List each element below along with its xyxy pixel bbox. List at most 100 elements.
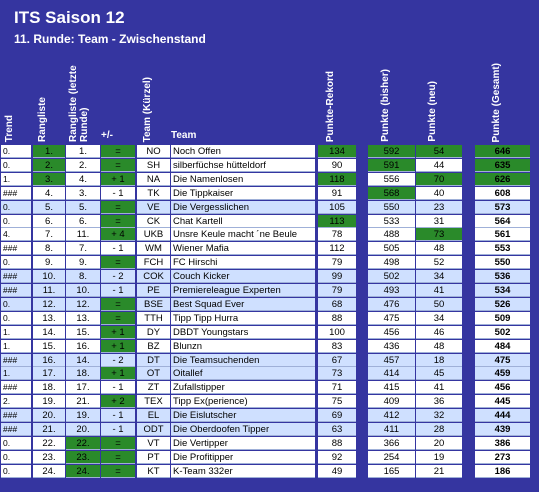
cell: 16. <box>33 353 65 367</box>
cell: 36 <box>416 395 462 409</box>
cell: 2. <box>66 158 100 172</box>
cell: TTH <box>137 311 170 325</box>
cell: 22. <box>33 436 65 450</box>
cell: = <box>101 450 135 464</box>
cell: 0. <box>1 464 31 478</box>
cell: 411 <box>368 423 415 436</box>
cell: ### <box>1 423 31 436</box>
cell: 88 <box>318 436 356 450</box>
cell: BSE <box>137 297 170 311</box>
cell: 83 <box>318 339 356 353</box>
cell: = <box>101 214 135 228</box>
cell: - 2 <box>101 353 135 367</box>
cell: - 1 <box>101 242 135 256</box>
cell: 100 <box>318 325 356 339</box>
cell: = <box>101 297 135 311</box>
cell: 13. <box>66 311 100 325</box>
cell: 646 <box>475 145 530 158</box>
cell: 592 <box>368 145 415 158</box>
cell: ODT <box>137 423 170 436</box>
cell: 28 <box>416 423 462 436</box>
cell: 34 <box>416 270 462 284</box>
cell: 14. <box>66 353 100 367</box>
cell: 21. <box>33 423 65 436</box>
column-header: +/- <box>101 130 113 141</box>
cell: 536 <box>475 270 530 284</box>
cell: 4. <box>1 228 31 242</box>
cell: 105 <box>318 200 356 214</box>
cell: 635 <box>475 158 530 172</box>
cell: 20. <box>66 423 100 436</box>
cell: Best Squad Ever <box>171 297 315 311</box>
cell: 564 <box>475 214 530 228</box>
cell: 15. <box>33 339 65 353</box>
cell: 444 <box>475 409 530 423</box>
cell: Tipp Tipp Hurra <box>171 311 315 325</box>
cell: PT <box>137 450 170 464</box>
cell: PE <box>137 284 170 297</box>
cell: - 1 <box>101 381 135 395</box>
cell: 439 <box>475 423 530 436</box>
cell: 69 <box>318 409 356 423</box>
cell: 52 <box>416 256 462 270</box>
cell: 414 <box>368 367 415 381</box>
cell: EL <box>137 409 170 423</box>
cell: Die Teamsuchenden <box>171 353 315 367</box>
cell: 456 <box>475 381 530 395</box>
cell: 78 <box>318 228 356 242</box>
cell: 0. <box>1 214 31 228</box>
cell: 1. <box>33 145 65 158</box>
cell: 41 <box>416 284 462 297</box>
cell: 0. <box>1 297 31 311</box>
cell: 502 <box>475 325 530 339</box>
cell: Noch Offen <box>171 145 315 158</box>
cell: NA <box>137 172 170 186</box>
cell: 8. <box>33 242 65 256</box>
cell: 475 <box>368 311 415 325</box>
cell: 505 <box>368 242 415 256</box>
cell: 3. <box>66 186 100 200</box>
cell: OT <box>137 367 170 381</box>
cell: 526 <box>475 297 530 311</box>
cell: 16. <box>66 339 100 353</box>
cell: Premiereleague Experten <box>171 284 315 297</box>
cell: 13. <box>33 311 65 325</box>
cell: BZ <box>137 339 170 353</box>
cell: 5. <box>66 200 100 214</box>
cell: 48 <box>416 242 462 256</box>
cell: 73 <box>416 228 462 242</box>
cell: 92 <box>318 450 356 464</box>
column-header: Punkte (neu) <box>427 81 438 142</box>
cell: 11. <box>66 228 100 242</box>
cell: 3. <box>33 172 65 186</box>
cell: ### <box>1 409 31 423</box>
cell: 0. <box>1 450 31 464</box>
cell: Unsre Keule macht ´ne Beule <box>171 228 315 242</box>
cell: 0. <box>1 200 31 214</box>
cell: 24. <box>33 464 65 478</box>
cell: = <box>101 145 135 158</box>
column-header: Trend <box>4 114 15 142</box>
cell: 19. <box>33 395 65 409</box>
cell: - 2 <box>101 270 135 284</box>
cell: 113 <box>318 214 356 228</box>
cell: NO <box>137 145 170 158</box>
cell: DBDT Youngstars <box>171 325 315 339</box>
cell: 21. <box>66 395 100 409</box>
cell: COK <box>137 270 170 284</box>
cell: 11. <box>33 284 65 297</box>
cell: 18. <box>33 381 65 395</box>
cell: 488 <box>368 228 415 242</box>
cell: 436 <box>368 339 415 353</box>
cell: + 4 <box>101 228 135 242</box>
cell: 20 <box>416 436 462 450</box>
cell: Die Tippkaiser <box>171 186 315 200</box>
cell: 2. <box>33 158 65 172</box>
cell: 553 <box>475 242 530 256</box>
cell: = <box>101 311 135 325</box>
cell: 4. <box>66 172 100 186</box>
cell: 75 <box>318 395 356 409</box>
cell: 54 <box>416 145 462 158</box>
cell: 19 <box>416 450 462 464</box>
cell: 386 <box>475 436 530 450</box>
